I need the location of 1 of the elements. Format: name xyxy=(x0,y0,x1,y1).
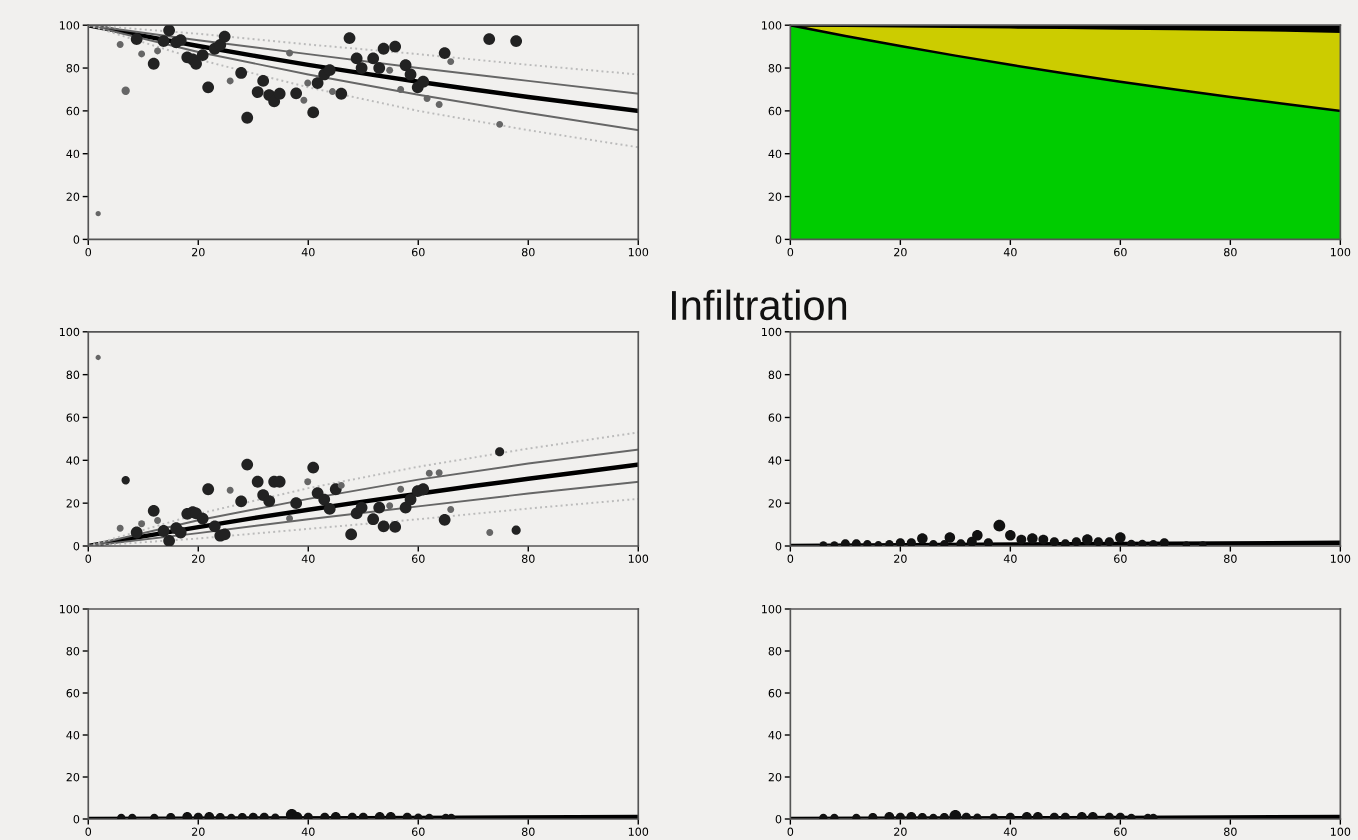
chart-title: Infiltration xyxy=(671,289,847,321)
